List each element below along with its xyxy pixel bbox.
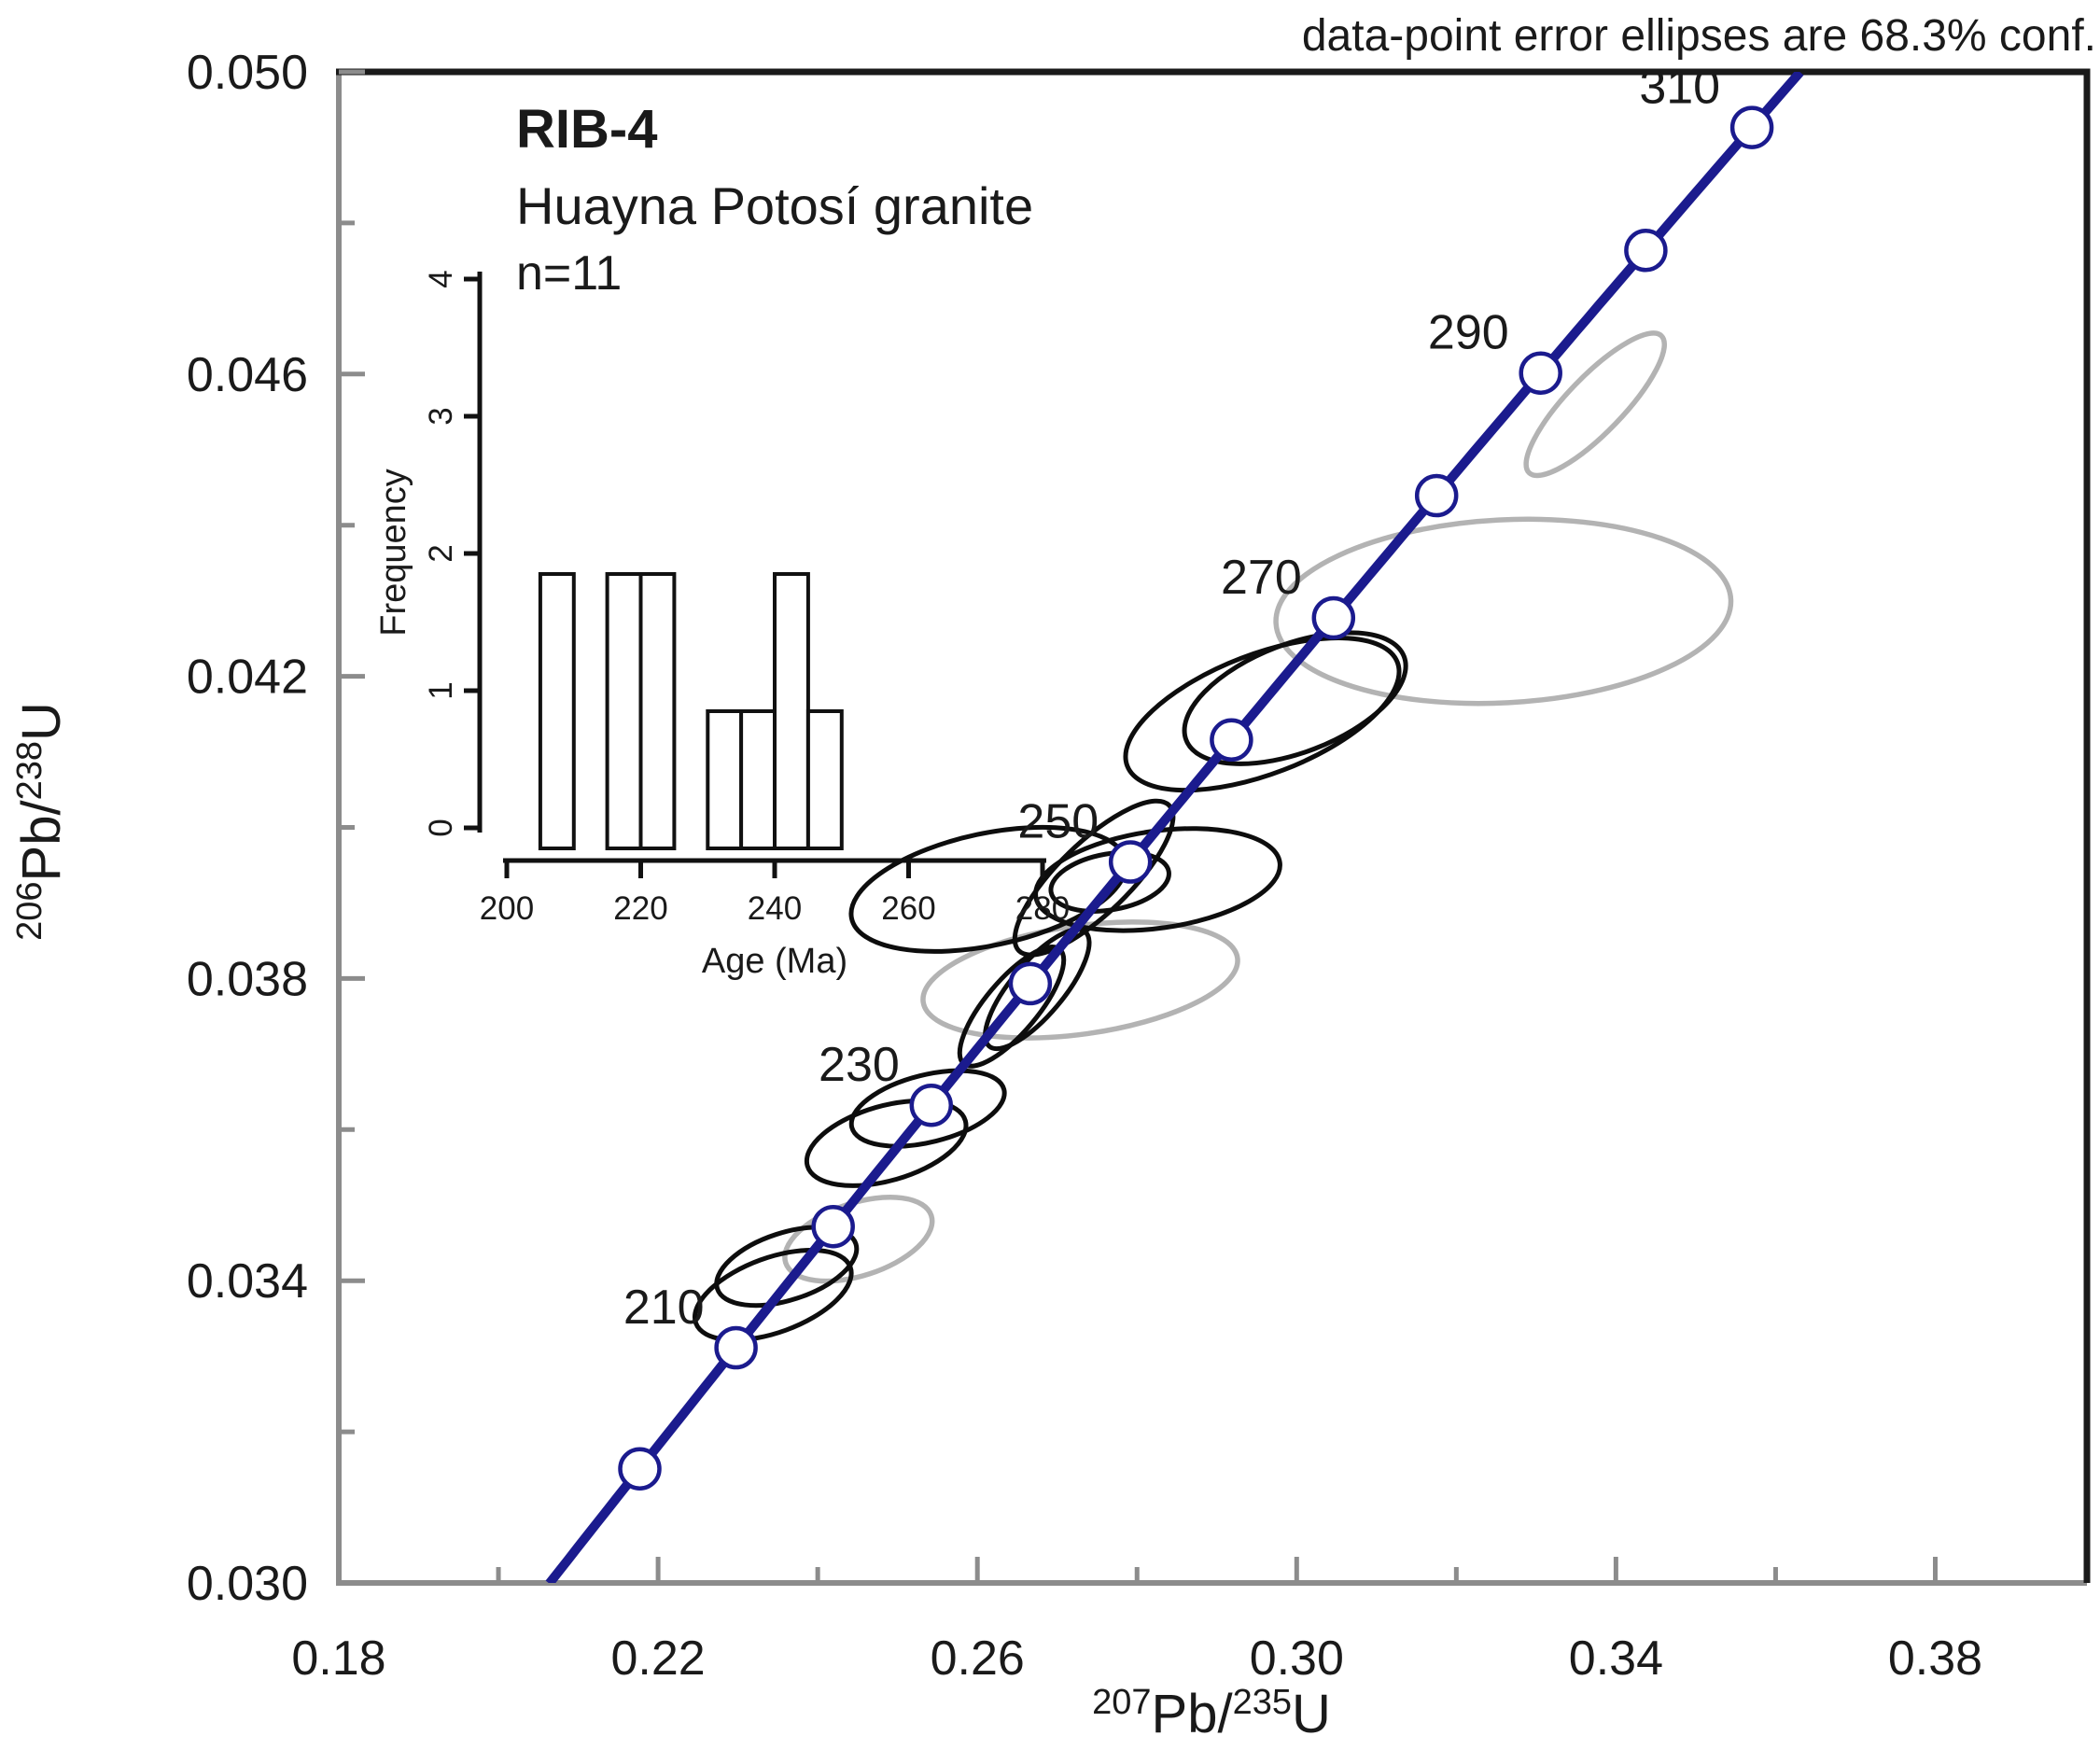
concordia-age-marker — [714, 1325, 758, 1370]
concordia-age-label: 270 — [1221, 551, 1302, 605]
y-tick-label: 0.042 — [187, 651, 308, 705]
x-axis-title: 207Pb/235U — [1092, 1683, 1331, 1744]
sample-name-title: Huayna Potosí granite — [516, 176, 1033, 235]
sample-id-title: RIB-4 — [516, 99, 657, 160]
y-tick-label: 0.050 — [187, 46, 308, 100]
concordia-age-marker — [909, 1083, 954, 1127]
histogram-bar — [706, 709, 744, 850]
hist-x-tick-label: 280 — [1015, 890, 1070, 927]
x-tick-label: 0.38 — [1888, 1631, 1982, 1686]
x-tick-label: 0.34 — [1569, 1631, 1663, 1686]
error-ellipse-black — [692, 1247, 854, 1343]
concordia-age-marker — [1311, 595, 1356, 640]
error-ellipse-black — [1123, 636, 1402, 793]
plot-frame-top-right — [336, 68, 2091, 1583]
y-tick-label: 0.030 — [187, 1557, 308, 1611]
y-axis-title: 206Pb/238U — [10, 702, 72, 941]
x-tick-label: 0.22 — [610, 1631, 705, 1686]
concordia-age-marker — [618, 1447, 662, 1491]
hist-y-tick-label: 2 — [423, 544, 459, 562]
hist-y-tick-label: 3 — [423, 407, 459, 425]
histogram-bar — [739, 709, 777, 850]
concordia-age-marker — [1008, 961, 1053, 1006]
hist-y-tick-label: 4 — [423, 270, 459, 287]
y-tick-label: 0.034 — [187, 1254, 308, 1309]
concordia-age-label: 310 — [1639, 61, 1720, 115]
error-ellipse-black — [1012, 798, 1176, 958]
concordia-age-marker — [811, 1204, 855, 1249]
hist-x-tick-label: 200 — [480, 890, 534, 927]
error-ellipse-black — [1182, 630, 1408, 766]
histogram-bar — [538, 572, 576, 850]
sample-n-label: n=11 — [516, 246, 622, 301]
histogram-bar — [773, 572, 810, 850]
error-ellipse-black — [848, 1068, 1007, 1149]
generated-chart-layers: 0.18 0.22 0.26 0.30 0.34 0.38 0.030 0.034 0.038 0… — [10, 46, 2091, 1744]
error-ellipse-gray — [1523, 330, 1668, 479]
concordia-age-label: 290 — [1428, 306, 1509, 360]
y-tick-label: 0.046 — [187, 348, 308, 402]
x-tick-label: 0.30 — [1250, 1631, 1344, 1686]
error-ellipse-black — [1048, 849, 1171, 914]
hist-x-tick-label: 240 — [748, 890, 802, 927]
concordia-age-marker — [1210, 718, 1253, 763]
error-ellipse-black — [714, 1225, 860, 1309]
concordia-age-marker — [1414, 473, 1459, 518]
concordia-age-label: 250 — [1017, 795, 1099, 849]
error-ellipse-black — [804, 1098, 969, 1188]
hist-x-tick-label: 220 — [613, 890, 667, 927]
histogram-bar — [805, 709, 844, 850]
y-tick-label: 0.038 — [187, 952, 308, 1006]
hist-x-tick-label: 260 — [881, 890, 935, 927]
hist-x-axis-title: Age (Ma) — [702, 942, 847, 981]
hist-y-tick-label: 0 — [423, 819, 459, 836]
concordia-age-marker — [1519, 351, 1562, 395]
histogram-bar — [605, 572, 643, 850]
error-ellipse-gray — [1273, 516, 1734, 707]
hist-y-axis-title: Frequency — [374, 469, 413, 637]
concordia-age-marker — [1624, 229, 1668, 273]
concordia-age-label: 210 — [623, 1281, 705, 1335]
conf-note: data-point error ellipses are 68.3% conf… — [1302, 11, 2096, 61]
concordia-age-marker — [1729, 105, 1774, 149]
x-tick-label: 0.18 — [291, 1631, 385, 1686]
concordia-age-label: 230 — [819, 1038, 900, 1092]
concordia-age-marker — [1108, 840, 1153, 884]
hist-y-tick-label: 1 — [423, 681, 459, 699]
x-tick-label: 0.26 — [931, 1631, 1025, 1686]
histogram-bar — [638, 572, 677, 850]
